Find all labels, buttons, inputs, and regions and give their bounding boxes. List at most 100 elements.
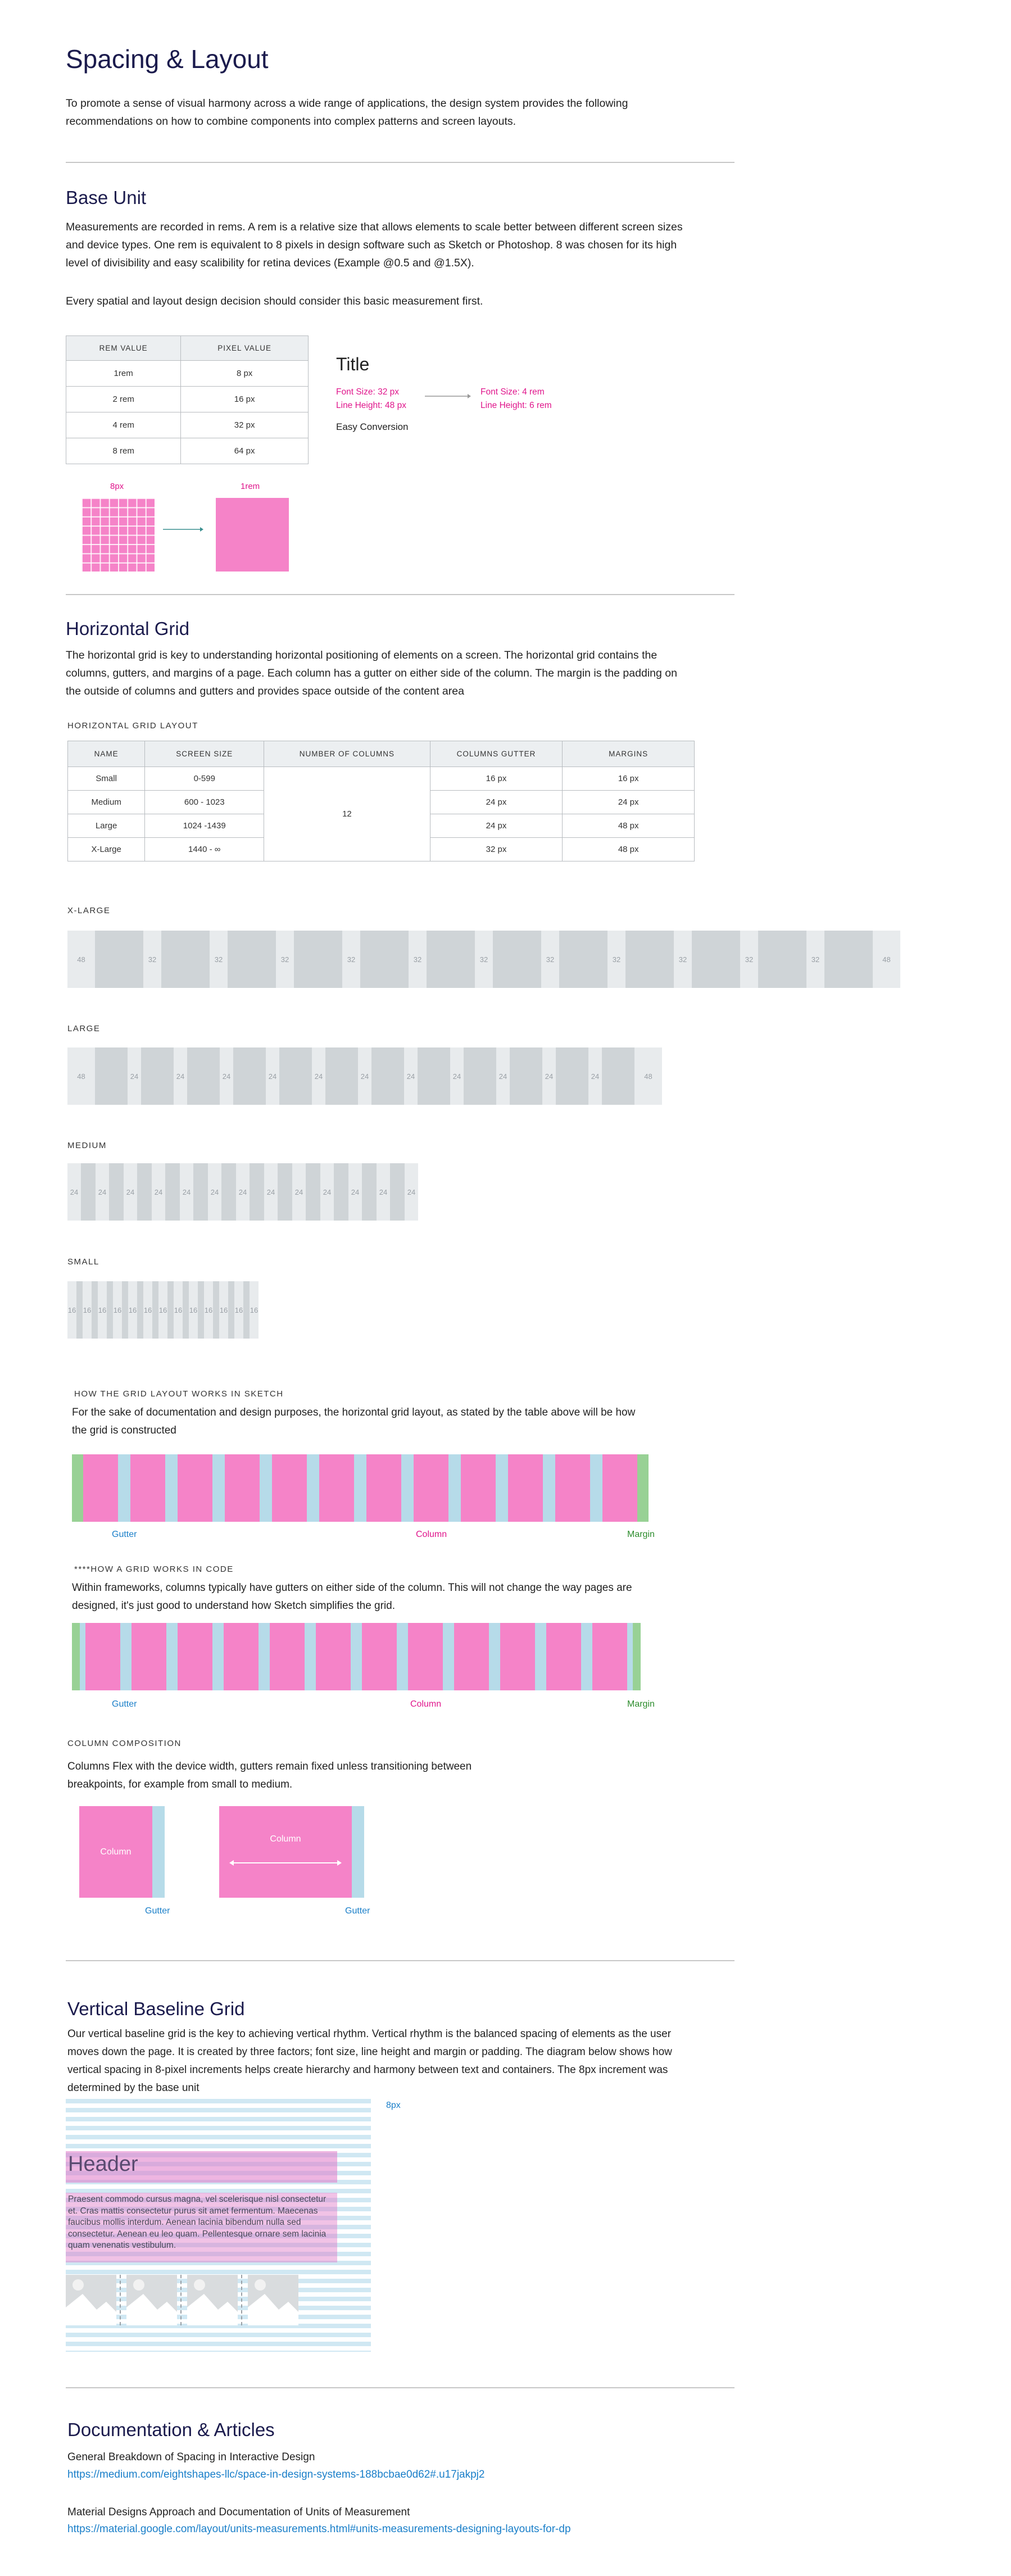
grid-label-medium: MEDIUM (67, 1141, 107, 1150)
grid-label-small: SMALL (67, 1257, 99, 1267)
grid-margin: 16 (67, 1281, 76, 1339)
grid-gutter: 24 (588, 1047, 602, 1105)
grid-column (95, 1047, 128, 1105)
grid-gutter: 32 (674, 931, 692, 988)
table-header: NAME (67, 741, 146, 767)
table-cell: 8 px (180, 360, 309, 387)
grid-column (390, 1163, 405, 1221)
gutter-strip (541, 1623, 546, 1690)
gutter-strip (590, 1454, 602, 1522)
grid-column (233, 1047, 266, 1105)
easy-conversion-label: Easy Conversion (336, 421, 409, 432)
column-box: Column (79, 1806, 152, 1898)
column-strip (362, 1623, 397, 1690)
rem-spec: Font Size: 4 rem Line Height: 6 rem (480, 386, 552, 412)
grid-column (279, 1047, 312, 1105)
horizontal-grid-text: The horizontal grid is key to understand… (66, 649, 677, 697)
grid-column (278, 1163, 292, 1221)
gutter-strip (356, 1623, 362, 1690)
column-strip (555, 1454, 590, 1522)
table-header: REM VALUE (65, 335, 182, 361)
grid-column (213, 1281, 219, 1339)
table-row: 8 rem 64 px (65, 438, 309, 464)
gutter-strip (397, 1623, 402, 1690)
grid-column (294, 931, 342, 988)
base-unit-text: Measurements are recorded in rems. A rem… (66, 221, 683, 269)
separator (180, 2275, 184, 2325)
image-placeholder-icon (126, 2275, 177, 2325)
column-strip (319, 1454, 354, 1522)
body-highlight (66, 2193, 337, 2262)
gutter-strip (310, 1623, 316, 1690)
grid-gutter: 24 (220, 1047, 233, 1105)
grid-column (165, 1163, 180, 1221)
table-header: PIXEL VALUE (180, 335, 309, 361)
article-link[interactable]: https://medium.com/eightshapes-llc/space… (67, 2469, 485, 2480)
gutter-strip (307, 1454, 319, 1522)
table-cell: 1024 -1439 (144, 814, 265, 838)
gutter-strip (443, 1623, 448, 1690)
grid-column (193, 1163, 208, 1221)
grid-gutter: 24 (264, 1163, 278, 1221)
grid-column (122, 1281, 128, 1339)
baseline-px-label: 8px (386, 2101, 401, 2110)
grid-gutter: 32 (409, 931, 427, 988)
grid-gutter: 32 (143, 931, 161, 988)
grid-gutter: 32 (806, 931, 824, 988)
table-cell: 24 px (429, 814, 563, 838)
column-strip (546, 1623, 581, 1690)
grid-gutter: 32 (276, 931, 294, 988)
grid-column (758, 931, 806, 988)
grid-gutter: 24 (496, 1047, 510, 1105)
table-header: SCREEN SIZE (144, 741, 265, 767)
table-cell: 32 px (180, 412, 309, 438)
grid-column (306, 1163, 320, 1221)
column-strip (316, 1623, 351, 1690)
column-strip (602, 1454, 637, 1522)
grid-column (556, 1047, 588, 1105)
margin-strip (72, 1623, 80, 1690)
gutter-label: Gutter (345, 1906, 370, 1916)
rem-square (216, 498, 289, 572)
grid-column (95, 931, 143, 988)
grid-margin: 24 (405, 1163, 418, 1221)
pixel-grid (81, 498, 155, 572)
sketch-text: For the sake of documentation and design… (72, 1407, 636, 1436)
column-strip (414, 1454, 448, 1522)
table-header: NUMBER OF COLUMNS (264, 741, 430, 767)
gutter-strip (495, 1623, 500, 1690)
sketch-label: HOW THE GRID LAYOUT WORKS IN SKETCH (74, 1389, 284, 1399)
px-label: 8px (110, 482, 124, 491)
table-row: X-Large 1440 - ∞ 32 px 48 px (67, 837, 695, 861)
base-unit-title: Base Unit (66, 187, 147, 208)
column-label: Column (270, 1834, 301, 1844)
grid-column (427, 931, 475, 988)
separator (241, 2275, 244, 2325)
sketch-grid (72, 1454, 649, 1522)
grid-column (371, 1047, 404, 1105)
grid-column (824, 931, 873, 988)
table-cell: 0-599 (144, 767, 265, 791)
grid-column (692, 931, 740, 988)
rem-table: REM VALUE PIXEL VALUE 1rem 8 px 2 rem 16… (65, 335, 309, 464)
grid-column (228, 1281, 234, 1339)
grid-margin: 48 (634, 1047, 662, 1105)
code-grid (72, 1623, 641, 1690)
table-cell: 600 - 1023 (144, 790, 265, 814)
grid-margin: 48 (67, 1047, 95, 1105)
gutter-strip (305, 1623, 310, 1690)
grid-column (183, 1281, 189, 1339)
grid-gutter: 24 (208, 1163, 221, 1221)
code-text: Within frameworks, columns typically hav… (72, 1582, 632, 1612)
grid-column (602, 1047, 634, 1105)
grid-column (334, 1163, 348, 1221)
margin-strip (72, 1454, 83, 1522)
grid-column (493, 931, 541, 988)
grid-column (137, 1281, 143, 1339)
table-cell: Large (67, 814, 146, 838)
grid-gutter: 24 (450, 1047, 464, 1105)
grid-gutter: 24 (124, 1163, 137, 1221)
gutter-strip (264, 1623, 270, 1690)
article-link[interactable]: https://material.google.com/layout/units… (67, 2523, 571, 2535)
gutter-strip (218, 1623, 224, 1690)
